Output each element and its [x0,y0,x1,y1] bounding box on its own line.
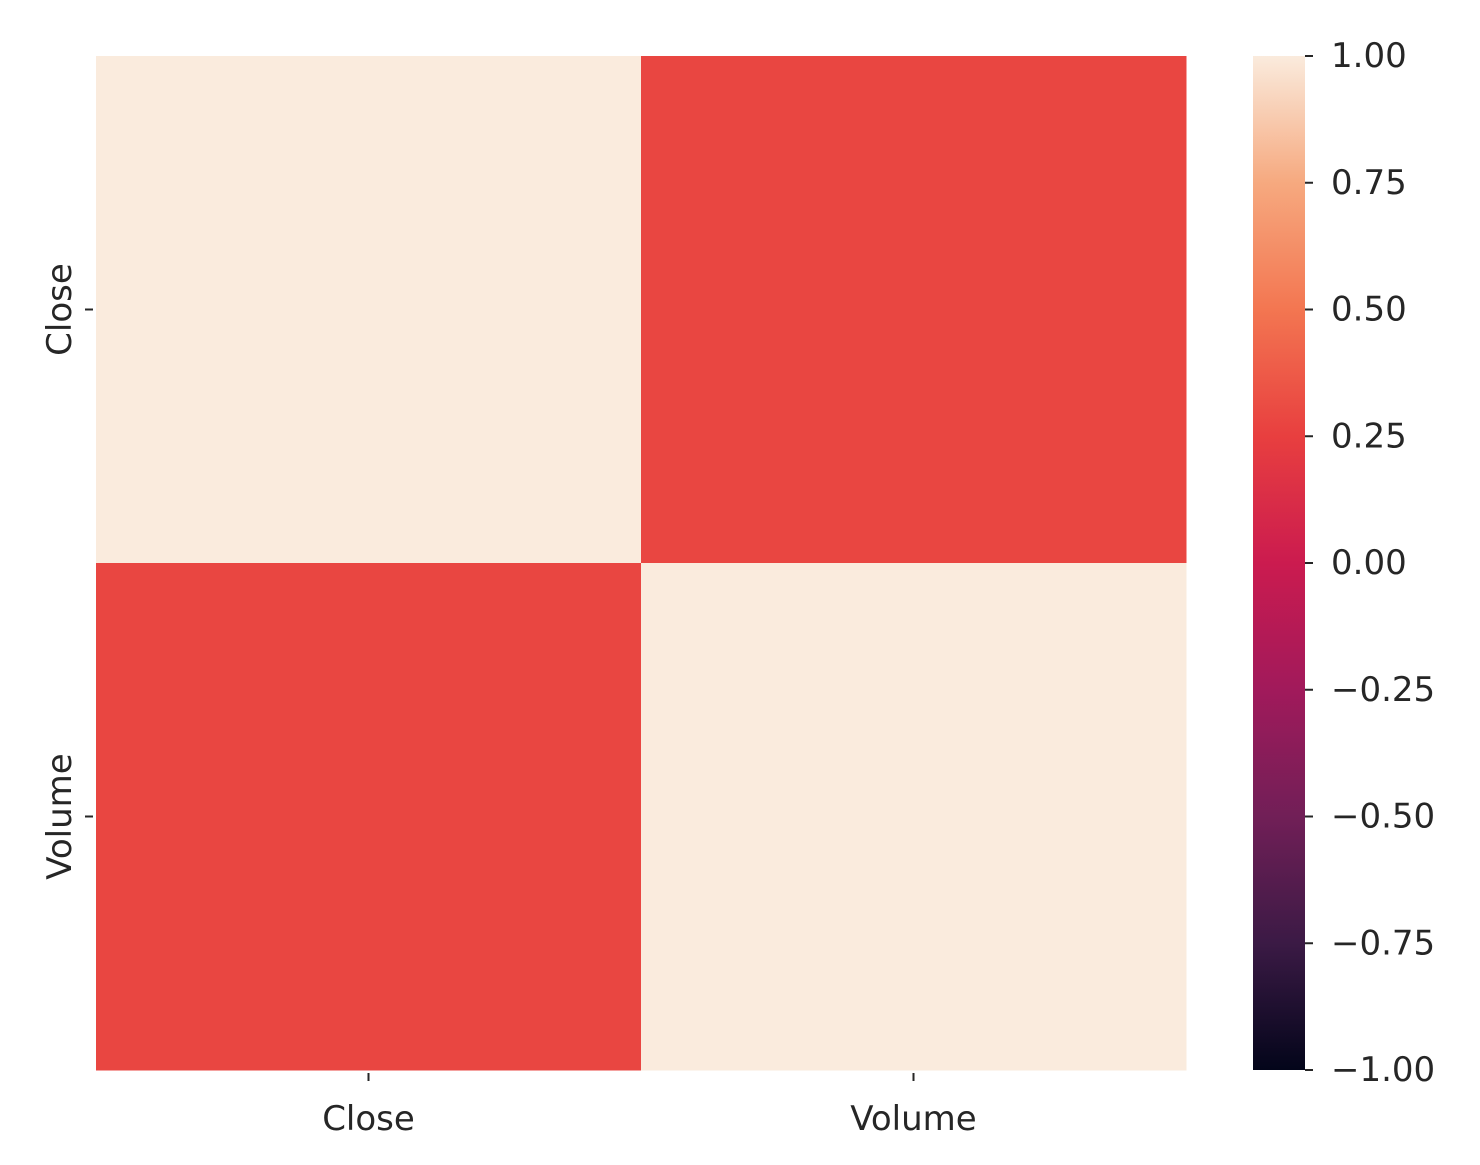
heatmap-cell-volume-volume [641,563,1187,1071]
y-tick-label: Close [40,263,80,356]
heatmap-cell-close-volume [641,56,1187,564]
y-tick-label: Volume [40,753,80,879]
colorbar-gradient [1253,56,1305,1070]
colorbar-tick-label: 0.50 [1331,290,1407,330]
colorbar-tick-label: −0.50 [1331,797,1435,837]
y-axis: Close Volume [40,263,93,880]
heatmap-cells [96,56,1187,1071]
colorbar-tick-label: −0.25 [1331,670,1435,710]
heatmap-cell-volume-close [96,563,642,1071]
heatmap-cell-close-close [96,56,642,564]
colorbar: 1.00 0.75 0.50 0.25 0.00 −0.25 −0.50 −0.75 −1.00 [1253,36,1435,1090]
colorbar-tick-label: 0.25 [1331,416,1407,456]
colorbar-tick-label: −0.75 [1331,923,1435,963]
x-axis: Close Volume [322,1073,977,1139]
colorbar-tick-label: 1.00 [1331,36,1407,76]
x-tick-label: Volume [850,1099,976,1139]
colorbar-tick-label: 0.00 [1331,543,1407,583]
x-tick-label: Close [322,1099,415,1139]
colorbar-tick-label: −1.00 [1331,1050,1435,1090]
colorbar-tick-label: 0.75 [1331,163,1407,203]
